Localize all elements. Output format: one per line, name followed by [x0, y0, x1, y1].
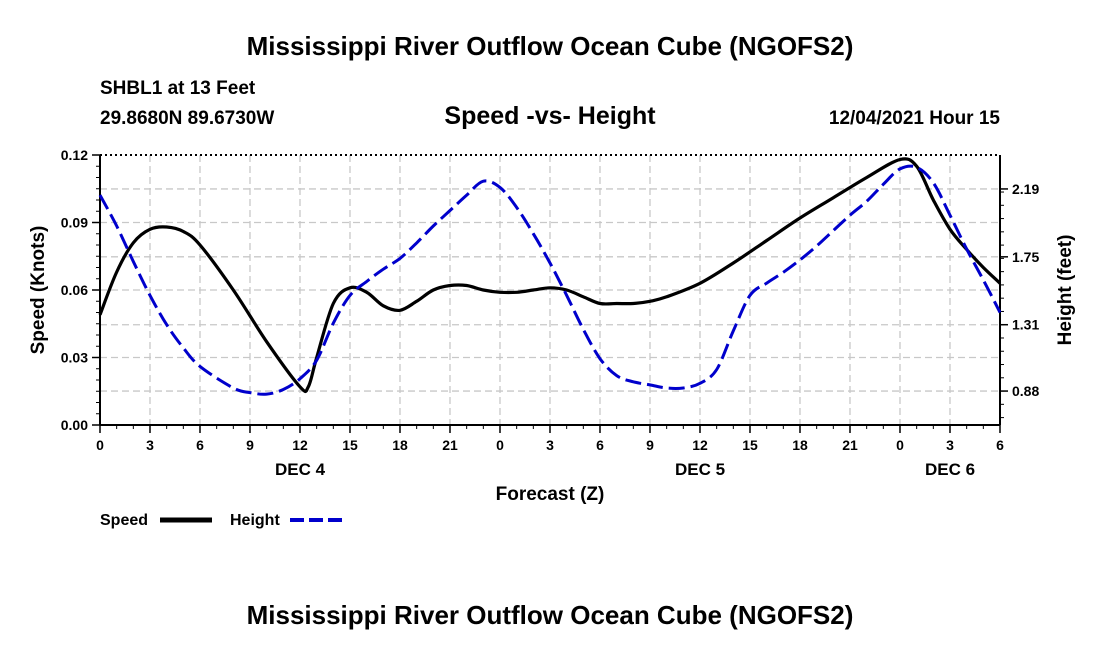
day-label: DEC 5 [675, 460, 725, 479]
y2-tick-label: 2.19 [1012, 181, 1039, 197]
legend-height-label: Height [230, 512, 280, 529]
legend-speed-label: Speed [100, 512, 148, 529]
y-axis-label: Speed (Knots) [28, 226, 49, 355]
x-tick-label: 21 [442, 437, 458, 453]
x-tick-label: 6 [596, 437, 604, 453]
y2-axis-label: Height (feet) [1055, 235, 1076, 346]
forecast-date: 12/04/2021 Hour 15 [829, 108, 1001, 129]
x-tick-label: 3 [146, 437, 154, 453]
x-tick-label: 0 [496, 437, 504, 453]
x-tick-label: 21 [842, 437, 858, 453]
page-title-top: Mississippi River Outflow Ocean Cube (NG… [247, 31, 854, 61]
chart-title: Speed -vs- Height [444, 102, 656, 130]
x-tick-label: 18 [792, 437, 808, 453]
x-tick-label: 9 [646, 437, 654, 453]
x-tick-label: 9 [246, 437, 254, 453]
x-tick-label: 15 [342, 437, 358, 453]
y2-tick-label: 1.75 [1012, 249, 1039, 265]
x-tick-label: 0 [96, 437, 104, 453]
x-tick-label: 6 [196, 437, 204, 453]
day-label: DEC 6 [925, 460, 975, 479]
x-tick-label: 18 [392, 437, 408, 453]
y-tick-label: 0.06 [61, 282, 88, 298]
y-tick-label: 0.00 [61, 417, 88, 433]
y-tick-label: 0.12 [61, 147, 88, 163]
series-line-speed [98, 157, 1002, 394]
x-axis-label: Forecast (Z) [496, 484, 605, 505]
y-tick-label: 0.09 [61, 215, 88, 231]
x-tick-label: 3 [546, 437, 554, 453]
y-tick-label: 0.03 [61, 350, 88, 366]
day-label: DEC 4 [275, 460, 326, 479]
series-line-height [98, 164, 1002, 396]
x-tick-label: 12 [692, 437, 708, 453]
legend: Speed Height [100, 512, 342, 529]
x-tick-label: 6 [996, 437, 1004, 453]
station-label: SHBL1 at 13 Feet [100, 78, 256, 99]
x-tick-label: 15 [742, 437, 758, 453]
y2-tick-label: 0.88 [1012, 383, 1039, 399]
x-tick-label: 3 [946, 437, 954, 453]
station-coordinates: 29.8680N 89.6730W [100, 108, 274, 129]
x-tick-label: 12 [292, 437, 308, 453]
y2-tick-label: 1.31 [1012, 317, 1039, 333]
x-tick-label: 0 [896, 437, 904, 453]
page-title-bottom: Mississippi River Outflow Ocean Cube (NG… [247, 600, 854, 630]
